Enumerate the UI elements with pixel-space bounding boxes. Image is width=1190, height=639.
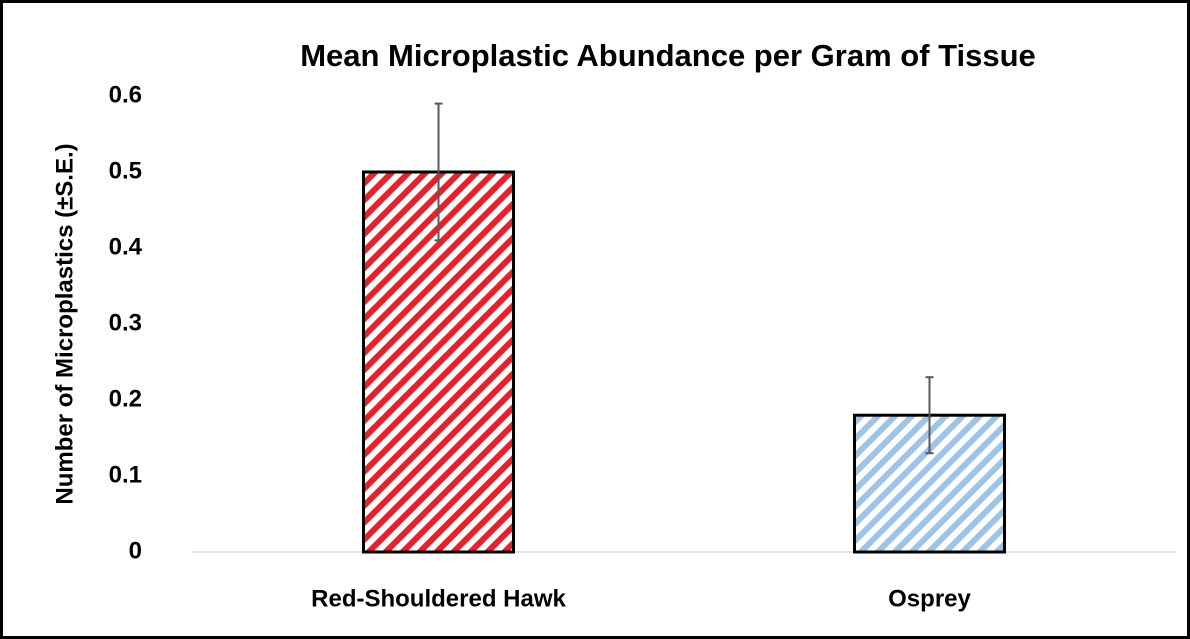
chart-title: Mean Microplastic Abundance per Gram of … [300, 38, 1036, 73]
x-tick-label: Osprey [888, 585, 971, 612]
y-tick-label: 0.4 [109, 233, 143, 260]
y-tick-label: 0.2 [109, 385, 142, 412]
y-tick-label: 0.3 [109, 309, 142, 336]
error-bar [434, 102, 443, 242]
y-tick-label: 0.1 [109, 461, 142, 488]
y-tick-label: 0 [129, 537, 142, 564]
y-tick-label: 0.5 [109, 157, 142, 184]
y-axis-label: Number of Microplastics (±S.E.) [51, 143, 78, 504]
y-tick-label: 0.6 [109, 81, 142, 108]
x-tick-label: Red-Shouldered Hawk [311, 585, 566, 612]
error-bar [925, 376, 934, 455]
